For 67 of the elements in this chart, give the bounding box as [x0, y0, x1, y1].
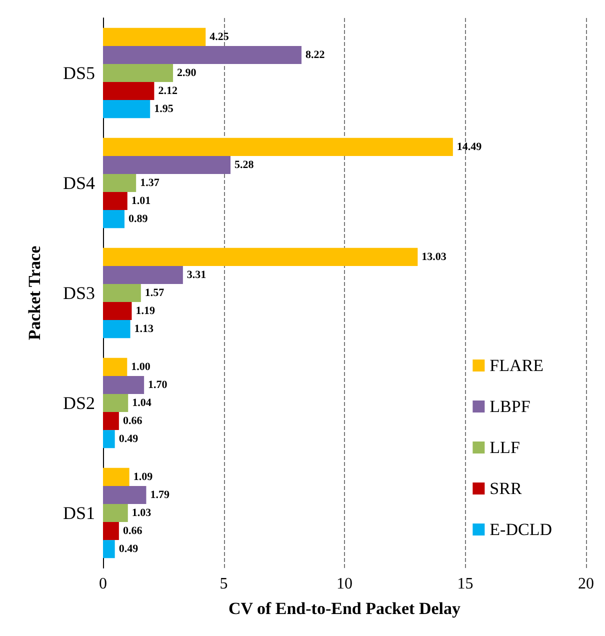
bar [103, 28, 206, 46]
data-label: 0.49 [118, 543, 139, 556]
data-label: 1.19 [136, 305, 156, 318]
bar [103, 302, 132, 320]
legend-label: LBPF [490, 397, 530, 416]
data-label: 2.90 [177, 67, 197, 79]
bar [103, 64, 174, 82]
data-label: 3.31 [186, 268, 206, 281]
data-label: 14.49 [456, 140, 482, 153]
y-axis-title: Packet Trace [25, 245, 44, 340]
data-label: 1.04 [132, 397, 152, 409]
bar [103, 210, 124, 228]
bar [103, 522, 119, 540]
x-tick-label: 10 [336, 576, 352, 592]
data-label: 0.49 [118, 433, 139, 446]
legend-label: E-DCLD [490, 520, 552, 539]
bar [103, 46, 302, 64]
x-tick-label: 15 [457, 576, 474, 592]
bar [103, 174, 136, 192]
bar [103, 284, 141, 302]
bar [103, 376, 144, 394]
bar [103, 358, 128, 376]
bar [103, 266, 183, 284]
x-axis-title: CV of End-to-End Packet Delay [228, 599, 462, 618]
bar [103, 248, 418, 266]
x-tick-label: 20 [578, 576, 594, 592]
bar [103, 192, 128, 210]
data-label: 2.12 [158, 85, 178, 98]
data-label: 8.22 [306, 48, 326, 61]
data-label: 1.13 [134, 323, 154, 336]
y-tick-label: DS5 [62, 63, 95, 83]
bar [103, 156, 231, 174]
data-label: 1.79 [150, 488, 170, 501]
y-tick-label: DS2 [62, 393, 95, 413]
x-tick-label: 0 [99, 576, 107, 592]
data-label: 1.37 [140, 177, 160, 189]
bar [103, 540, 115, 558]
bar [103, 468, 130, 486]
bar [103, 430, 115, 448]
legend-label: SRR [490, 479, 522, 498]
data-label: 1.01 [131, 195, 151, 208]
x-tick-label: 5 [220, 576, 228, 592]
data-label: 1.09 [133, 470, 154, 483]
y-tick-label: DS1 [62, 503, 95, 523]
data-label: 5.28 [234, 158, 254, 171]
bar [103, 100, 150, 118]
data-label: 1.57 [144, 287, 165, 299]
bar [103, 394, 128, 412]
y-tick-label: DS3 [62, 283, 95, 303]
data-label: 0.66 [122, 525, 143, 538]
legend-label: FLARE [490, 356, 544, 375]
data-label: 13.03 [422, 250, 447, 263]
bar [103, 486, 146, 504]
data-label: 1.00 [131, 360, 151, 373]
data-label: 0.89 [128, 213, 148, 226]
data-label: 1.95 [154, 103, 174, 116]
bar [103, 412, 119, 430]
bar [103, 82, 154, 100]
data-label: 0.66 [122, 415, 143, 428]
bar [103, 320, 130, 338]
bar [103, 138, 453, 156]
data-label: 4.25 [210, 30, 230, 43]
data-label: 1.03 [132, 507, 152, 519]
legend-label: LLF [490, 438, 520, 457]
y-tick-label: DS4 [62, 173, 95, 193]
bar [103, 504, 128, 522]
data-label: 1.70 [148, 378, 168, 391]
